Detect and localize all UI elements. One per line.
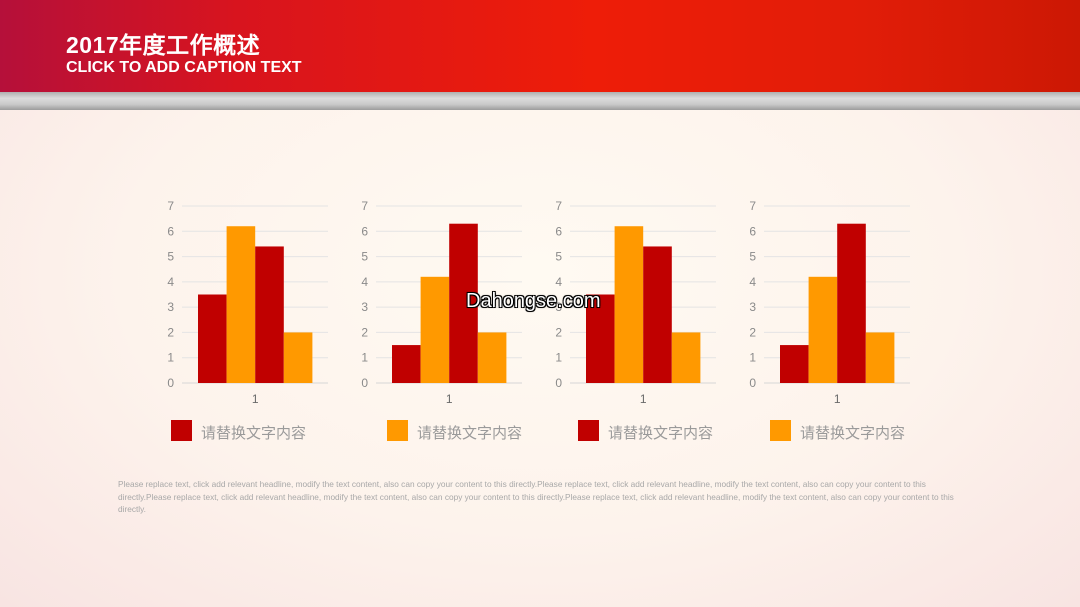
legend-label: 请替换文字内容 [417, 424, 523, 442]
bar-chart-4: 0 1 2 3 4 5 6 7 1 [749, 199, 910, 406]
bar [392, 345, 421, 383]
bar [420, 276, 450, 383]
watermark-text: Dahongse.com [466, 290, 601, 312]
y-tick-label: 1 [167, 351, 174, 365]
x-tick-label: 1 [640, 392, 647, 406]
body-paragraph: Please replace text, click add relevant … [118, 479, 954, 514]
y-tick-label: 4 [167, 275, 174, 289]
y-tick-label: 3 [749, 300, 756, 314]
y-tick-label: 7 [167, 199, 174, 213]
bar [837, 223, 866, 383]
bar [198, 294, 227, 383]
y-tick-label: 6 [167, 224, 174, 238]
bar-chart-3: 0 1 2 3 4 5 6 7 1 [555, 199, 716, 406]
header-divider-strip [0, 92, 1080, 110]
legend-swatch [770, 420, 791, 441]
y-tick-label: 3 [361, 300, 368, 314]
y-tick-label: 3 [167, 300, 174, 314]
bar-chart-1: 0 1 2 3 4 5 6 7 1 [167, 199, 328, 406]
legend-label: 请替换文字内容 [608, 424, 714, 442]
y-tick-label: 6 [555, 224, 562, 238]
y-tick-label: 4 [555, 275, 562, 289]
bar [643, 246, 672, 383]
bar [255, 246, 284, 383]
bar [780, 345, 809, 383]
bar [449, 223, 478, 383]
y-tick-label: 7 [749, 199, 756, 213]
bar [614, 226, 644, 383]
y-tick-label: 5 [749, 250, 756, 264]
legend-label: 请替换文字内容 [201, 424, 307, 442]
y-tick-label: 1 [749, 351, 756, 365]
header-banner: 2017年度工作概述 CLICK TO ADD CAPTION TEXT [0, 0, 1080, 92]
y-tick-label: 0 [749, 376, 756, 390]
bar [283, 332, 313, 383]
legend-swatch [171, 420, 192, 441]
x-tick-label: 1 [834, 392, 841, 406]
y-tick-label: 2 [555, 325, 562, 339]
y-tick-label: 5 [361, 250, 368, 264]
y-tick-label: 2 [749, 325, 756, 339]
y-tick-label: 3 [555, 300, 562, 314]
legend-label: 请替换文字内容 [800, 424, 906, 442]
y-tick-label: 2 [361, 325, 368, 339]
x-tick-label: 1 [252, 392, 259, 406]
y-tick-label: 7 [361, 199, 368, 213]
bar [808, 276, 838, 383]
y-tick-label: 0 [361, 376, 368, 390]
bar [671, 332, 701, 383]
y-tick-label: 4 [749, 275, 756, 289]
y-tick-label: 1 [361, 351, 368, 365]
y-tick-label: 0 [167, 376, 174, 390]
y-tick-label: 7 [555, 199, 562, 213]
y-tick-label: 4 [361, 275, 368, 289]
y-tick-label: 5 [555, 250, 562, 264]
legend-swatch [578, 420, 599, 441]
bar-chart-2: 0 1 2 3 4 5 6 7 1 [361, 199, 522, 406]
y-tick-label: 0 [555, 376, 562, 390]
y-tick-label: 5 [167, 250, 174, 264]
bar [865, 332, 895, 383]
bar [477, 332, 507, 383]
bar [586, 294, 615, 383]
page-caption: CLICK TO ADD CAPTION TEXT [66, 59, 302, 76]
bar [226, 226, 256, 383]
y-tick-label: 6 [361, 224, 368, 238]
y-tick-label: 2 [167, 325, 174, 339]
legend-swatch [387, 420, 408, 441]
y-tick-label: 1 [555, 351, 562, 365]
x-tick-label: 1 [446, 392, 453, 406]
y-tick-label: 6 [749, 224, 756, 238]
page-title: 2017年度工作概述 [66, 32, 261, 58]
